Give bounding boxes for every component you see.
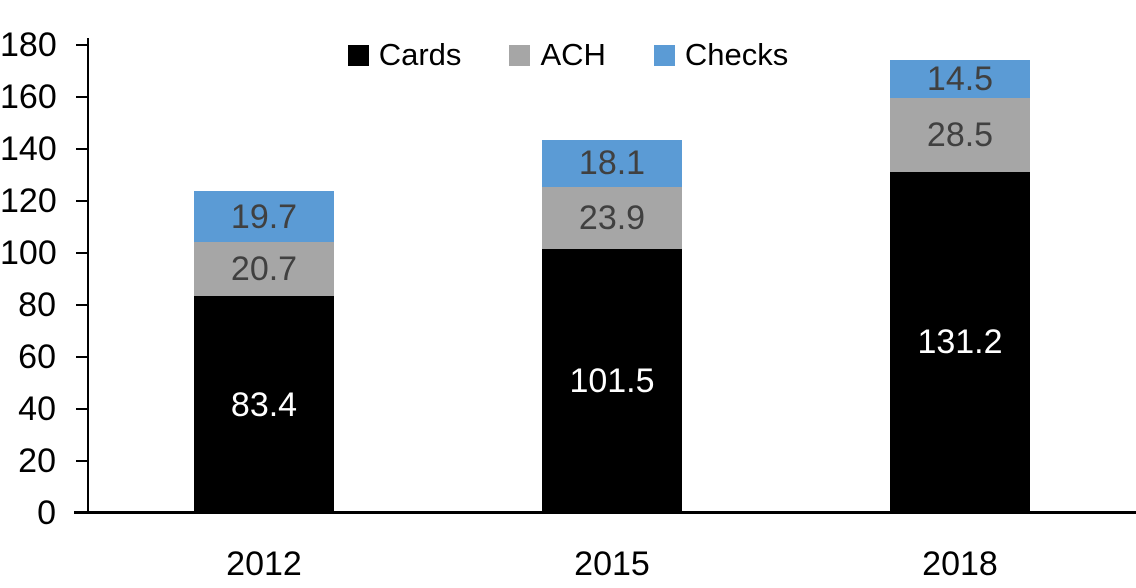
y-tick-label: 140 (0, 130, 57, 168)
y-tick-mark (76, 96, 88, 98)
y-tick-label: 120 (0, 182, 57, 220)
bar-value-label: 19.7 (230, 197, 298, 236)
legend-swatch-icon (347, 44, 369, 66)
bar-segment-checks-2018: 14.5 (890, 60, 1030, 98)
bar-segment-ach-2015: 23.9 (542, 186, 682, 250)
bar-value-label: 14.5 (926, 59, 994, 98)
bar-value-label: 101.5 (569, 362, 655, 401)
bar-segment-ach-2018: 28.5 (890, 97, 1030, 172)
bar-segment-checks-2015: 18.1 (542, 139, 682, 187)
chart-legend: Cards ACH Checks (0, 36, 1136, 74)
x-axis-label-2015: 2015 (574, 545, 650, 583)
legend-label: ACH (540, 37, 606, 72)
y-tick-label: 0 (37, 494, 56, 532)
y-tick-label: 80 (18, 286, 56, 324)
y-tick-label: 180 (0, 26, 57, 64)
bar-value-label: 83.4 (230, 385, 298, 424)
bar-value-label: 18.1 (578, 144, 646, 183)
y-tick-label: 20 (18, 442, 56, 480)
y-tick-label: 100 (0, 234, 57, 272)
x-axis-label-2012: 2012 (226, 545, 302, 583)
legend-swatch-icon (653, 44, 675, 66)
bar-value-label: 131.2 (917, 323, 1003, 362)
y-axis-line (87, 38, 89, 514)
legend-item-cards: Cards (347, 37, 462, 73)
legend-item-checks: Checks (653, 37, 789, 73)
x-axis-label-2018: 2018 (922, 545, 998, 583)
legend-item-ach: ACH (509, 37, 606, 73)
y-tick-label: 60 (18, 338, 56, 376)
bar-value-label: 23.9 (578, 199, 646, 238)
bar-segment-checks-2012: 19.7 (194, 191, 334, 243)
y-tick-mark (76, 408, 88, 410)
bar-value-label: 20.7 (230, 250, 298, 289)
y-tick-mark (76, 356, 88, 358)
y-tick-label: 160 (0, 78, 57, 116)
legend-swatch-icon (509, 44, 531, 66)
bar-segment-cards-2018: 131.2 (890, 171, 1030, 513)
y-tick-mark (76, 148, 88, 150)
y-tick-mark (76, 460, 88, 462)
y-tick-mark (76, 44, 88, 46)
bar-segment-cards-2015: 101.5 (542, 249, 682, 513)
legend-label: Checks (684, 37, 789, 72)
y-tick-mark (76, 512, 88, 514)
y-tick-mark (76, 252, 88, 254)
y-tick-mark (76, 200, 88, 202)
y-tick-mark (76, 304, 88, 306)
bar-segment-cards-2012: 83.4 (194, 296, 334, 513)
bar-value-label: 28.5 (926, 115, 994, 154)
legend-label: Cards (378, 37, 462, 72)
y-tick-label: 40 (18, 390, 56, 428)
bar-segment-ach-2012: 20.7 (194, 242, 334, 297)
